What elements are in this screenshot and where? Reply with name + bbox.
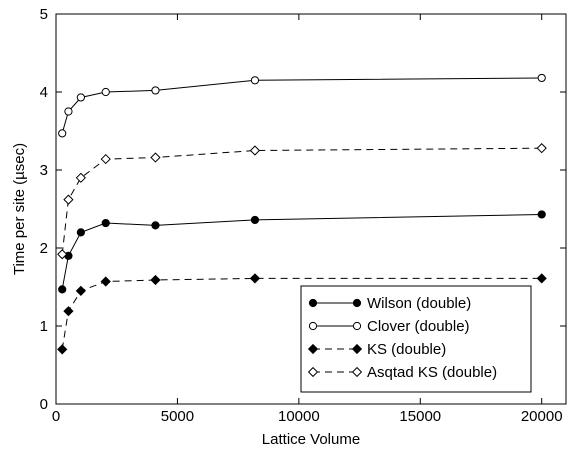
series-line: [61, 214, 542, 290]
legend-marker: [351, 366, 363, 378]
series-line: [61, 77, 542, 134]
data-point: [100, 153, 111, 165]
x-tick-label: 10000: [278, 408, 320, 425]
legend-marker: [352, 321, 362, 331]
legend-item: Clover (double): [308, 318, 470, 335]
data-point: [63, 194, 74, 205]
legend-label: Asqtad KS (double): [367, 364, 497, 381]
y-axis-label: Time per site (µsec): [11, 143, 28, 275]
legend-marker: [308, 298, 318, 308]
data-point: [537, 73, 546, 83]
legend-box: [300, 285, 532, 393]
data-point: [249, 145, 261, 156]
x-tick-label: 0: [52, 408, 60, 425]
legend-marker: [307, 366, 319, 378]
data-point: [76, 93, 85, 102]
y-axis-ticks: 0 1 2 3 4 5: [40, 6, 566, 413]
data-point: [250, 215, 260, 225]
legend-marker: [352, 298, 362, 308]
series-3: [57, 143, 547, 260]
legend-marker: [308, 321, 318, 331]
data-point: [250, 76, 260, 85]
y-tick-label: 0: [40, 396, 48, 413]
plot-area: [57, 73, 547, 355]
data-point: [536, 273, 547, 284]
data-point: [150, 274, 161, 286]
y-tick-label: 1: [40, 318, 48, 335]
data-point: [537, 210, 546, 219]
data-point: [75, 285, 86, 297]
x-axis-label: Lattice Volume: [262, 431, 360, 448]
series-2: [57, 273, 547, 355]
data-point: [76, 228, 85, 237]
y-tick-label: 3: [40, 162, 48, 179]
legend-item: Wilson (double): [308, 295, 471, 312]
data-point: [101, 218, 110, 228]
data-point: [58, 285, 67, 294]
data-point: [151, 221, 160, 230]
x-tick-label: 5000: [161, 408, 194, 425]
legend-label: Clover (double): [367, 318, 470, 335]
x-axis-ticks: 0 5000 10000 15000 20000: [52, 14, 563, 425]
x-tick-label: 20000: [521, 408, 563, 425]
legend-label: Wilson (double): [367, 295, 471, 312]
legend: Wilson (double) Clover (double) KS (double…: [300, 285, 532, 393]
legend-label: KS (double): [367, 341, 446, 358]
series-0: [58, 210, 546, 294]
data-point: [57, 344, 68, 355]
data-point: [101, 87, 110, 97]
data-point: [63, 306, 74, 317]
legend-item: KS (double): [307, 341, 446, 358]
y-tick-label: 2: [40, 240, 48, 257]
data-point: [75, 172, 86, 183]
data-point: [151, 86, 160, 95]
y-tick-label: 5: [40, 6, 48, 23]
series-1: [58, 73, 546, 138]
legend-marker: [307, 343, 319, 355]
data-point: [64, 107, 73, 116]
data-point: [100, 276, 111, 287]
y-tick-label: 4: [40, 84, 48, 101]
plot-frame: [55, 13, 567, 405]
data-point: [249, 273, 261, 284]
data-point: [150, 152, 161, 163]
data-point: [536, 143, 547, 154]
legend-item: Asqtad KS (double): [307, 364, 497, 381]
x-tick-label: 15000: [399, 408, 441, 425]
legend-marker: [351, 343, 363, 355]
data-point: [58, 129, 67, 138]
data-point: [57, 249, 68, 260]
series-line: [61, 147, 542, 255]
